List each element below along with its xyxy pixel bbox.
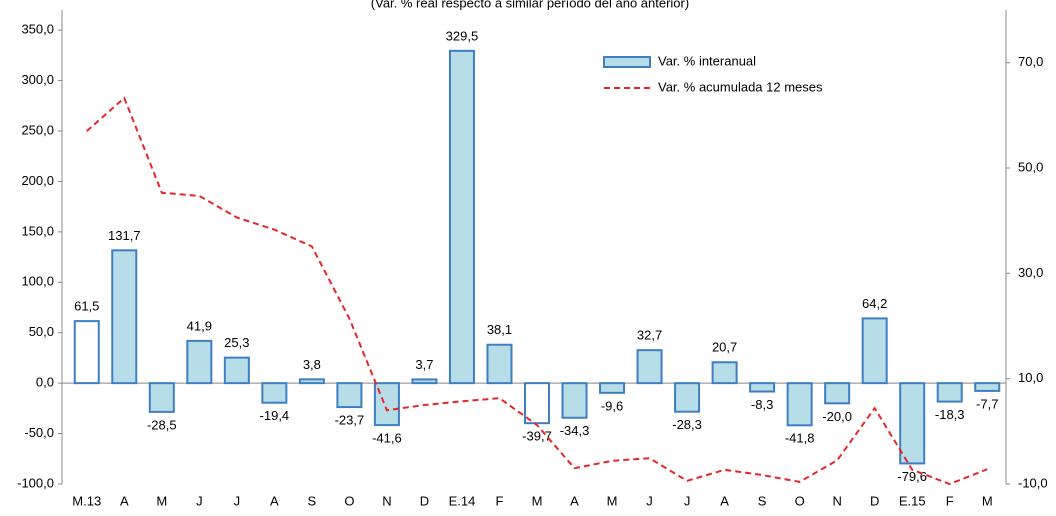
data-label: 32,7 [637,328,662,343]
y-tick-label: -50,0 [24,425,54,440]
data-label: -41,8 [785,431,815,446]
data-label: -18,3 [935,407,965,422]
x-tick-label: D [420,493,429,508]
x-tick-label: E.14 [449,493,476,508]
data-label: 131,7 [108,228,141,243]
bar [261,382,288,404]
data-label: -34,3 [560,423,590,438]
legend-label: Var. % acumulada 12 meses [658,79,823,94]
x-tick-label: M [607,493,618,508]
bar [786,382,813,427]
x-tick-label: A [570,493,579,508]
y2-tick-label: 70,0 [1018,54,1043,69]
legend-label: Var. % interanual [658,53,756,68]
x-tick-label: M [532,493,543,508]
chart-subtitle: (Var. % real respecto a similar período … [371,0,689,10]
data-label: -79,6 [897,469,927,484]
data-label: 41,9 [187,318,212,333]
x-tick-label: J [646,493,653,508]
x-tick-label: O [795,493,805,508]
y-tick-label: 250,0 [21,122,54,137]
data-label: 3,7 [415,357,433,372]
bar [336,382,363,409]
data-label: 20,7 [712,340,737,355]
data-label: 329,5 [446,28,479,43]
x-tick-label: M [982,493,993,508]
x-tick-label: O [344,493,354,508]
x-tick-label: J [196,493,203,508]
bar [749,382,776,393]
bar [636,349,663,385]
y-tick-label: 150,0 [21,223,54,238]
x-tick-label: J [234,493,241,508]
x-tick-label: J [684,493,691,508]
x-tick-label: A [720,493,729,508]
y-tick-label: 350,0 [21,22,54,37]
bar [711,361,738,385]
y2-tick-label: 10,0 [1018,370,1043,385]
x-tick-label: M.13 [72,493,101,508]
bar [223,356,250,385]
x-tick-label: A [120,493,129,508]
legend-swatch [603,56,651,68]
bar [674,382,701,413]
y-tick-label: 100,0 [21,274,54,289]
data-label: 38,1 [487,322,512,337]
bar [148,382,175,413]
bar [599,382,626,394]
x-tick-label: F [946,493,954,508]
bar [298,378,325,385]
y-tick-label: 300,0 [21,72,54,87]
y-tick-label: 0,0 [36,375,54,390]
y-tick-label: -100,0 [17,475,54,490]
data-label: -28,5 [147,417,177,432]
bar [523,382,551,425]
y2-tick-label: 50,0 [1018,159,1043,174]
bar [111,249,138,385]
bar [186,339,213,385]
x-tick-label: F [496,493,504,508]
data-label: 64,2 [862,296,887,311]
data-label: -23,7 [335,412,365,427]
data-label: 61,5 [74,299,99,314]
y2-tick-label: 30,0 [1018,265,1043,280]
x-tick-label: N [382,493,391,508]
data-label: -41,6 [372,431,402,446]
bar [448,49,475,385]
data-label: -9,6 [601,398,623,413]
x-tick-label: S [758,493,767,508]
bar [899,382,926,465]
bar [936,382,963,403]
x-tick-label: D [870,493,879,508]
x-tick-label: A [270,493,279,508]
x-tick-label: N [832,493,841,508]
data-label: -7,7 [976,396,998,411]
x-tick-label: M [156,493,167,508]
bar [974,382,1001,392]
data-label: 25,3 [224,335,249,350]
y-tick-label: 200,0 [21,173,54,188]
data-label: -28,3 [672,417,702,432]
bar [486,343,513,385]
x-tick-label: S [308,493,317,508]
bar [824,382,851,405]
data-label: -8,3 [751,397,773,412]
line [86,96,988,486]
bar [861,317,888,385]
data-label: 3,8 [303,357,321,372]
bar [411,378,438,385]
bar [73,320,100,385]
y2-tick-label: -10,0 [1018,475,1048,490]
x-tick-label: E.15 [899,493,926,508]
bar [561,382,588,419]
y-tick-label: 50,0 [29,324,54,339]
data-label: -39,7 [522,429,552,444]
data-label: -20,0 [822,409,852,424]
data-label: -19,4 [260,408,290,423]
